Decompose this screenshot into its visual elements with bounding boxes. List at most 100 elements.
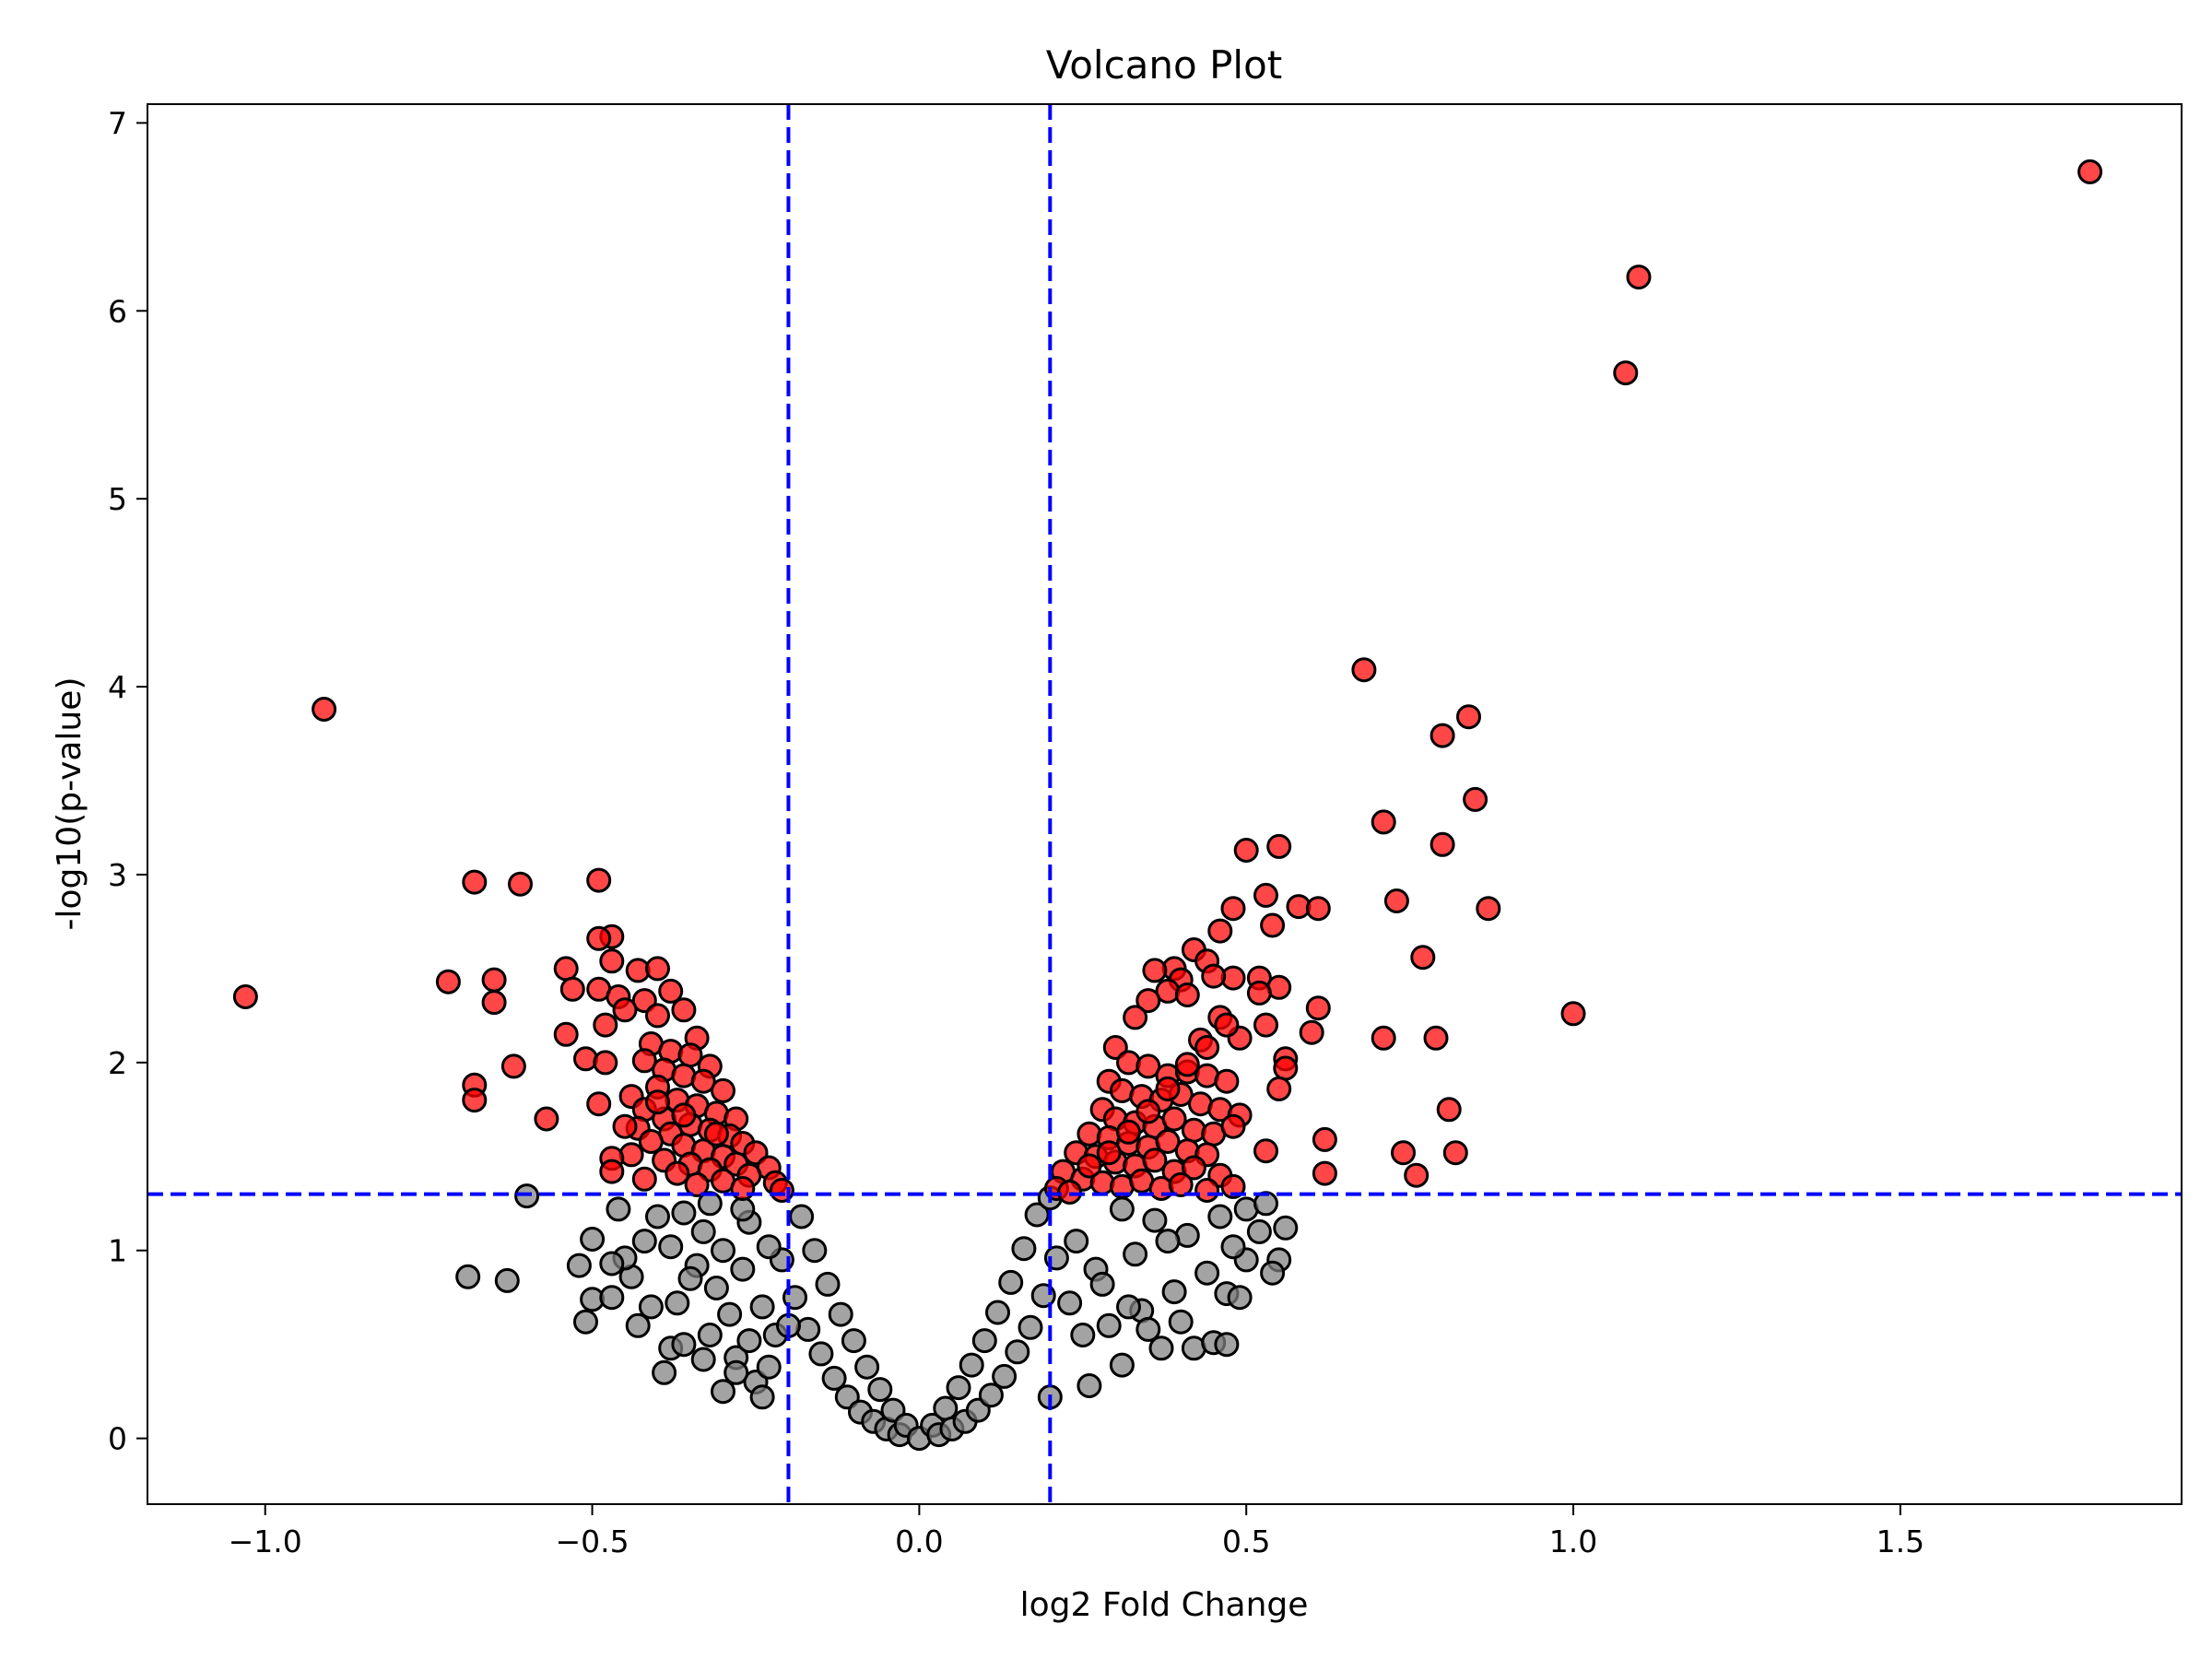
- significant-point: [1430, 831, 1455, 857]
- significant-point: [1456, 704, 1481, 730]
- significant-point: [612, 997, 638, 1023]
- significant-point: [645, 1003, 670, 1029]
- significant-point: [1220, 1113, 1246, 1139]
- significant-point: [631, 1166, 657, 1192]
- significant-point: [1560, 1001, 1586, 1027]
- nonsignificant-point: [599, 1251, 625, 1277]
- x-tick-label: −0.5: [555, 1524, 629, 1559]
- significant-point: [1305, 995, 1331, 1021]
- nonsignificant-point: [985, 1300, 1010, 1325]
- significant-point: [599, 1159, 625, 1184]
- significant-point: [1476, 896, 1501, 922]
- nonsignificant-point: [1135, 1316, 1161, 1342]
- plot-frame: [147, 103, 2183, 1505]
- significant-point: [534, 1106, 559, 1132]
- significant-point: [703, 1121, 729, 1147]
- significant-point: [730, 1176, 756, 1201]
- nonsignificant-point: [841, 1328, 866, 1354]
- nonsignificant-point: [1227, 1285, 1253, 1311]
- significant-point: [1135, 1099, 1161, 1124]
- y-tick-label: 7: [108, 105, 127, 141]
- significant-point: [1463, 786, 1488, 812]
- x-axis-ticks: −1.0 −0.5 0.0 0.5 1.0 1.5: [229, 1504, 1924, 1559]
- nonsignificant-point: [494, 1267, 520, 1293]
- significant-point: [553, 1021, 579, 1047]
- nonsignificant-point: [933, 1395, 959, 1421]
- significant-point: [232, 984, 258, 1009]
- nonsignificant-point: [1214, 1332, 1240, 1358]
- nonsignificant-point: [1142, 1207, 1168, 1233]
- significant-point: [1142, 1147, 1168, 1173]
- significant-point: [1181, 1155, 1206, 1181]
- nonsignificant-point: [1220, 1234, 1246, 1260]
- y-tick-label: 5: [108, 481, 127, 517]
- y-tick-label: 4: [108, 669, 127, 705]
- nonsignificant-point: [1109, 1196, 1135, 1222]
- significant-point: [1430, 723, 1455, 748]
- significant-point: [508, 871, 533, 897]
- significant-point: [586, 925, 612, 951]
- nonsignificant-point: [867, 1377, 893, 1403]
- nonsignificant-point: [1011, 1236, 1037, 1262]
- significant-point: [593, 1012, 618, 1038]
- nonsignificant-point: [1024, 1202, 1050, 1228]
- significant-point: [435, 969, 461, 994]
- significant-point: [1214, 1012, 1240, 1038]
- nonsignificant-point: [1018, 1314, 1043, 1340]
- nonsignificant-point: [730, 1256, 756, 1282]
- threshold-lines: [147, 104, 2182, 1504]
- significant-point: [1404, 1162, 1430, 1188]
- nonsignificant-point: [959, 1352, 984, 1378]
- nonsignificant-point: [599, 1285, 625, 1311]
- y-axis-ticks: 0 1 2 3 4 5 6 7: [108, 105, 147, 1457]
- significant-point: [462, 1088, 488, 1113]
- x-axis-label: log2 Fold Change: [1020, 1586, 1309, 1624]
- significant-point: [1142, 958, 1168, 983]
- nonsignificant-point: [1116, 1294, 1141, 1320]
- significant-point: [1174, 982, 1200, 1007]
- significant-point: [1174, 1052, 1200, 1077]
- nonsignificant-point: [854, 1354, 880, 1380]
- significant-point: [1299, 1019, 1324, 1045]
- nonsignificant-point: [566, 1253, 592, 1278]
- nonsignificant-point: [1161, 1279, 1187, 1305]
- significant-point: [671, 997, 697, 1023]
- significant-point: [1220, 896, 1246, 922]
- significant-point: [1423, 1025, 1449, 1051]
- significant-point: [1161, 1106, 1187, 1132]
- significant-point: [1246, 980, 1272, 1006]
- significant-point: [1266, 833, 1292, 859]
- nonsignificant-point: [1005, 1339, 1030, 1365]
- y-tick-label: 0: [108, 1421, 127, 1457]
- nonsignificant-point: [455, 1264, 481, 1289]
- nonsignificant-point: [749, 1384, 775, 1410]
- nonsignificant-point: [711, 1238, 735, 1264]
- significant-point: [1135, 1053, 1161, 1079]
- significant-point: [1351, 657, 1377, 683]
- x-tick-label: 1.0: [1549, 1524, 1597, 1559]
- significant-point: [638, 1129, 664, 1154]
- significant-point: [553, 956, 579, 982]
- nonsignificant-point: [1109, 1352, 1135, 1378]
- significant-point: [1410, 945, 1436, 971]
- nonsignificant-point: [1089, 1271, 1115, 1297]
- significant-point: [1168, 1171, 1194, 1197]
- significant-point: [690, 1068, 716, 1094]
- nonsignificant-point: [1148, 1335, 1174, 1361]
- significant-point: [1436, 1097, 1462, 1123]
- significant-point: [593, 1050, 618, 1076]
- nonsignificant-point: [1064, 1229, 1089, 1254]
- nonsignificant-point: [671, 1200, 697, 1226]
- nonsignificant-point: [1155, 1229, 1181, 1254]
- nonsignificant-point: [703, 1276, 729, 1300]
- significant-point: [1220, 1173, 1246, 1199]
- nonsignificant-point: [690, 1347, 716, 1372]
- nonsignificant-point: [802, 1238, 828, 1264]
- nonsignificant-point: [665, 1290, 690, 1316]
- significant-point: [1155, 1129, 1181, 1154]
- significant-point: [1155, 1076, 1181, 1101]
- nonsignificant-point: [671, 1332, 697, 1358]
- nonsignificant-point: [573, 1309, 598, 1335]
- significant-point: [1273, 1055, 1299, 1081]
- significant-point: [312, 697, 337, 722]
